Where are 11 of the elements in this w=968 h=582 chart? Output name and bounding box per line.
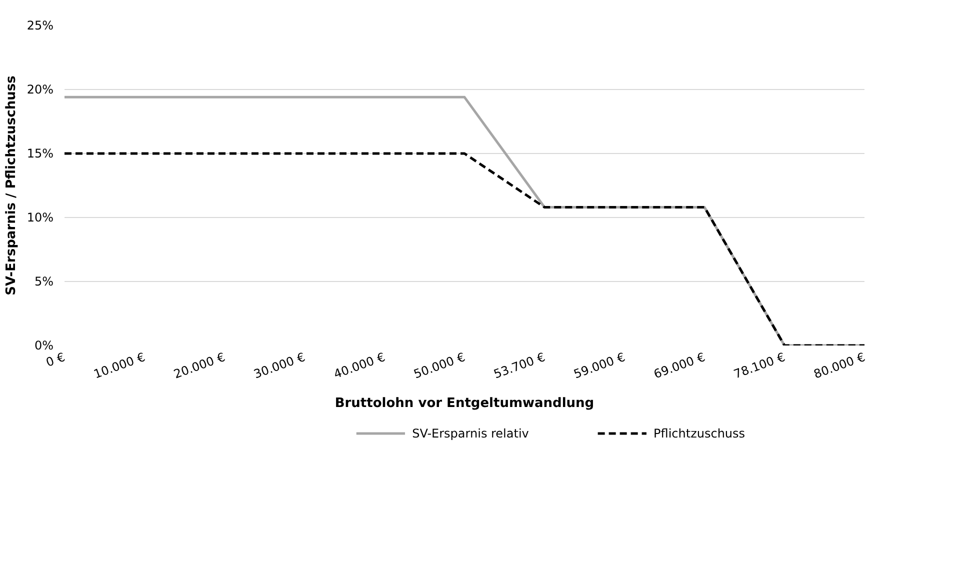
y-tick-label: 20% [26, 82, 54, 96]
x-axis-title: Bruttolohn vor Entgeltumwandlung [334, 396, 594, 411]
y-tick-label: 10% [26, 210, 54, 224]
legend-label: Pflichtzuschuss [654, 426, 746, 440]
y-tick-label: 5% [34, 274, 54, 288]
legend-label: SV-Ersparnis relativ [412, 426, 529, 440]
y-tick-label: 25% [26, 18, 54, 32]
y-tick-label: 0% [34, 338, 54, 352]
y-axis-title: SV-Ersparnis / Pflichtzuschuss [4, 75, 19, 296]
x-tick-label: 0 € [44, 350, 67, 370]
y-tick-label: 15% [26, 146, 54, 160]
